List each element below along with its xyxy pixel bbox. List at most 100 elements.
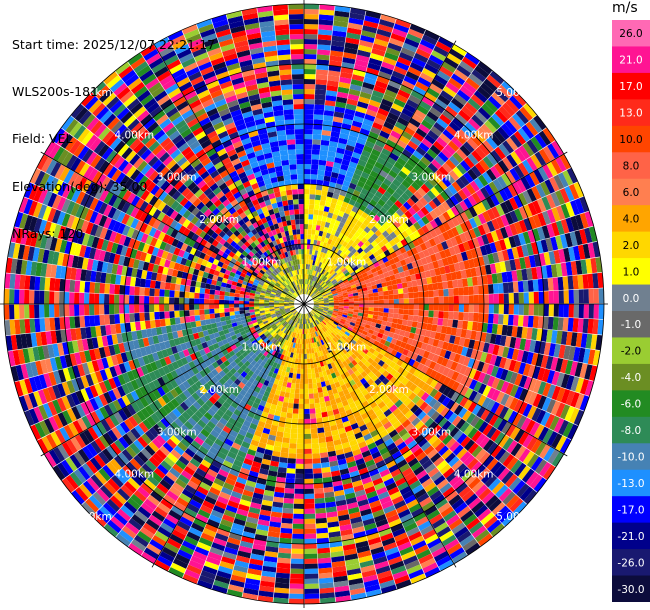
velocity-gate xyxy=(348,88,361,97)
velocity-gate xyxy=(550,159,563,175)
velocity-gate xyxy=(333,308,339,312)
velocity-gate xyxy=(382,286,388,292)
velocity-gate xyxy=(412,212,422,222)
velocity-gate xyxy=(387,42,403,52)
velocity-gate xyxy=(551,140,564,156)
velocity-gate xyxy=(405,275,412,282)
velocity-gate xyxy=(553,290,559,304)
velocity-gate xyxy=(293,398,300,404)
velocity-gate xyxy=(332,293,338,297)
velocity-gate xyxy=(402,201,412,211)
velocity-gate xyxy=(348,182,357,190)
velocity-gate xyxy=(329,256,334,263)
velocity-gate xyxy=(421,119,433,130)
velocity-gate xyxy=(541,265,548,279)
velocity-gate xyxy=(296,453,304,459)
velocity-gate xyxy=(323,306,329,308)
velocity-gate xyxy=(364,72,378,81)
velocity-gate xyxy=(568,246,576,262)
velocity-gate xyxy=(296,443,304,449)
velocity-gate xyxy=(463,304,469,313)
velocity-gate xyxy=(498,293,504,304)
velocity-gate xyxy=(437,204,447,214)
velocity-gate xyxy=(334,219,341,227)
velocity-gate xyxy=(514,221,523,235)
velocity-gate xyxy=(321,292,327,296)
velocity-gate xyxy=(359,250,367,257)
velocity-gate xyxy=(337,291,343,295)
velocity-gate xyxy=(309,291,313,296)
velocity-gate xyxy=(501,324,508,336)
velocity-gate xyxy=(379,19,395,29)
velocity-gate xyxy=(291,423,298,429)
velocity-gate xyxy=(357,288,363,293)
velocity-gate xyxy=(552,277,559,291)
velocity-gate xyxy=(362,290,369,295)
velocity-gate xyxy=(368,293,374,298)
velocity-gate xyxy=(370,126,381,135)
velocity-gate xyxy=(474,65,490,79)
velocity-gate xyxy=(522,142,535,157)
velocity-gate xyxy=(532,200,542,214)
velocity-gate xyxy=(385,199,395,208)
velocity-gate xyxy=(365,215,374,223)
velocity-gate xyxy=(496,176,508,189)
velocity-gate xyxy=(537,278,544,292)
velocity-gate xyxy=(325,266,331,272)
velocity-gate xyxy=(544,179,555,194)
velocity-gate xyxy=(351,74,365,82)
velocity-gate xyxy=(316,261,321,267)
velocity-gate xyxy=(333,253,340,260)
velocity-gate xyxy=(328,207,335,214)
velocity-gate xyxy=(409,117,421,128)
velocity-gate xyxy=(290,573,304,579)
velocity-gate xyxy=(384,51,399,62)
velocity-gate xyxy=(342,269,349,275)
velocity-gate xyxy=(280,527,293,534)
velocity-gate xyxy=(413,266,420,275)
velocity-gate xyxy=(446,256,454,265)
velocity-gate xyxy=(413,221,422,231)
velocity-gate xyxy=(299,388,304,394)
velocity-gate xyxy=(565,217,575,233)
velocity-gate xyxy=(501,271,508,283)
velocity-gate xyxy=(430,253,438,263)
velocity-gate xyxy=(336,249,343,256)
velocity-gate xyxy=(304,558,318,564)
velocity-gate xyxy=(517,162,529,177)
velocity-gate xyxy=(469,180,480,192)
velocity-gate xyxy=(318,24,333,31)
velocity-gate xyxy=(364,195,372,204)
velocity-gate xyxy=(380,14,397,24)
velocity-gate xyxy=(489,242,498,254)
velocity-gate xyxy=(404,235,413,244)
velocity-gate xyxy=(394,273,401,280)
velocity-gate xyxy=(307,269,310,275)
velocity-gate xyxy=(482,210,492,223)
velocity-gate xyxy=(371,206,380,215)
velocity-gate xyxy=(416,209,426,219)
velocity-gate xyxy=(333,20,348,28)
velocity-gate xyxy=(423,290,429,298)
velocity-gate xyxy=(396,139,408,149)
velocity-gate xyxy=(490,230,499,242)
velocity-gate xyxy=(304,428,311,434)
velocity-gate xyxy=(310,179,317,185)
velocity-gate xyxy=(558,248,566,263)
velocity-gate xyxy=(372,121,383,131)
velocity-gate xyxy=(317,272,322,278)
velocity-gate xyxy=(341,287,347,292)
velocity-gate xyxy=(338,210,345,218)
velocity-gate xyxy=(313,114,324,120)
velocity-gate xyxy=(363,304,369,308)
velocity-gate xyxy=(546,209,556,224)
velocity-gate xyxy=(465,77,480,90)
velocity-gate xyxy=(425,212,434,223)
velocity-gate xyxy=(365,179,374,187)
velocity-gate xyxy=(506,325,513,337)
velocity-gate xyxy=(304,593,320,599)
velocity-gate xyxy=(364,256,372,264)
velocity-gate xyxy=(291,538,304,544)
velocity-gate xyxy=(486,74,501,89)
velocity-gate xyxy=(431,50,446,62)
